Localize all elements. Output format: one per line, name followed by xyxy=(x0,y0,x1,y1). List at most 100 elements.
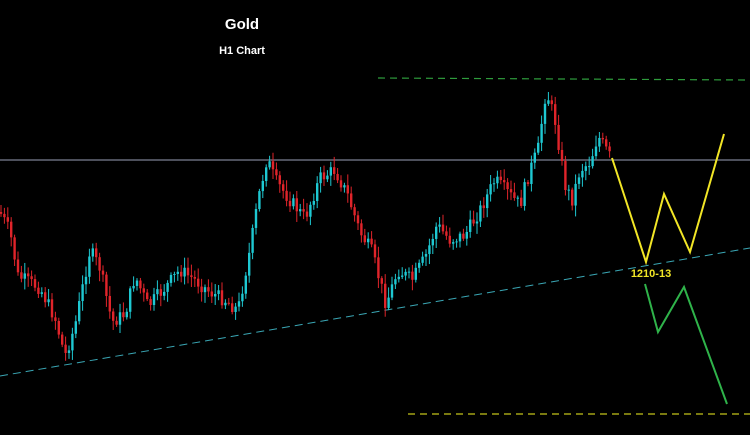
candle-body xyxy=(40,292,43,294)
candle-body xyxy=(292,198,295,207)
candle-body xyxy=(84,276,88,285)
candle-body xyxy=(554,104,557,125)
candle-body xyxy=(91,248,94,257)
candle-body xyxy=(67,350,71,353)
candle-body xyxy=(271,161,275,170)
candle-body xyxy=(326,175,329,180)
candle-body xyxy=(557,124,560,150)
candle-body xyxy=(574,183,577,206)
candle-body xyxy=(499,176,502,181)
candle-body xyxy=(237,301,241,307)
candle-body xyxy=(537,142,540,153)
candle-body xyxy=(183,267,186,277)
level-annotation: 1210-13 xyxy=(631,268,671,280)
candle-body xyxy=(339,180,343,188)
candle-body xyxy=(346,185,349,194)
candle-body xyxy=(166,282,169,292)
candle-body xyxy=(438,224,441,227)
candle-body xyxy=(200,286,203,293)
candle-body xyxy=(44,292,47,303)
candle-body xyxy=(173,273,176,275)
candle-body xyxy=(10,221,13,238)
candle-body xyxy=(156,289,159,295)
candle-body xyxy=(448,235,451,244)
candle-body xyxy=(387,297,390,308)
candle-body xyxy=(190,275,193,278)
candle-body xyxy=(105,274,108,296)
candle-body xyxy=(418,262,421,268)
candle-body xyxy=(458,233,462,242)
candle-body xyxy=(353,207,356,216)
candle-body xyxy=(305,211,309,217)
resistance-line xyxy=(377,77,750,81)
candle-body xyxy=(149,299,152,305)
candle-body xyxy=(203,287,207,293)
candle-body xyxy=(397,276,400,280)
candle-body xyxy=(336,173,339,181)
candle-body xyxy=(261,180,264,192)
candle-body xyxy=(254,209,258,228)
candle-body xyxy=(601,137,604,140)
candle-body xyxy=(547,100,550,104)
candle-body xyxy=(509,189,513,193)
candle-body xyxy=(496,176,499,184)
candle-body xyxy=(486,194,489,209)
candle-body xyxy=(101,270,105,275)
candle-body xyxy=(380,278,383,284)
candle-body xyxy=(384,283,387,308)
candle-body xyxy=(163,291,166,296)
candle-body xyxy=(302,209,305,212)
candle-body xyxy=(598,137,601,147)
candle-body xyxy=(169,274,173,283)
candle-body xyxy=(455,241,458,243)
candle-body xyxy=(234,306,237,312)
candle-body xyxy=(309,204,312,217)
candle-body xyxy=(78,301,81,322)
candle-body xyxy=(64,344,67,353)
candle-body xyxy=(431,238,434,246)
candle-body xyxy=(299,209,302,212)
bearish-projection-path xyxy=(644,283,728,405)
candle-body xyxy=(210,291,213,297)
candle-body xyxy=(37,287,40,294)
candle-body xyxy=(227,302,230,304)
candle-body xyxy=(186,267,190,276)
candle-body xyxy=(567,189,570,191)
candle-body xyxy=(591,156,594,167)
candle-body xyxy=(564,160,567,191)
candle-body xyxy=(98,257,101,271)
candle-body xyxy=(139,280,142,289)
candle-body xyxy=(125,311,128,318)
candle-body xyxy=(506,182,509,190)
candle-body xyxy=(526,182,530,184)
candle-body xyxy=(30,276,33,280)
candle-body xyxy=(520,197,523,206)
candle-body xyxy=(13,237,16,260)
candle-body xyxy=(295,198,298,212)
candle-body xyxy=(489,184,492,195)
candle-body xyxy=(27,273,30,277)
candle-body xyxy=(316,183,319,201)
candle-body xyxy=(3,213,6,218)
candle-body xyxy=(224,302,227,306)
candle-body xyxy=(367,238,370,243)
candle-body xyxy=(197,278,200,287)
candle-body xyxy=(329,167,332,176)
candle-body xyxy=(401,275,404,277)
candle-body xyxy=(50,299,54,318)
candle-body xyxy=(33,279,37,288)
candle-body xyxy=(588,166,591,168)
candle-body xyxy=(577,177,581,184)
candle-body xyxy=(152,294,156,305)
candle-body xyxy=(217,290,220,294)
candle-body xyxy=(414,267,417,280)
candle-body xyxy=(608,146,611,152)
candle-body xyxy=(513,192,516,198)
candle-body xyxy=(390,284,394,298)
candle-body xyxy=(435,226,438,239)
candle-body xyxy=(193,277,196,279)
candle-body xyxy=(503,180,506,183)
candle-body xyxy=(571,189,574,206)
candle-body xyxy=(550,100,553,105)
